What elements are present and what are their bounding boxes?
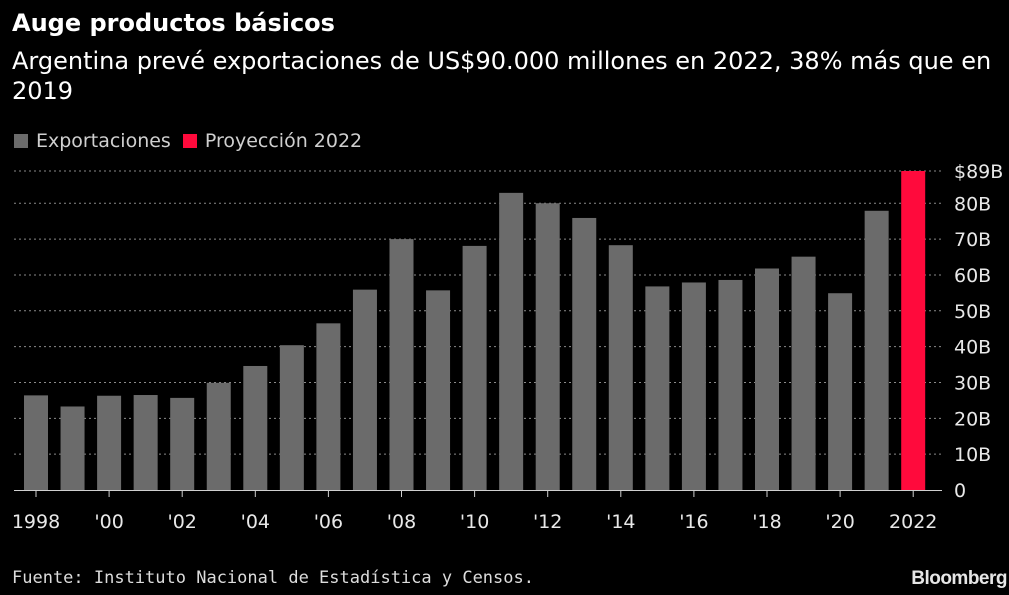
x-tick-label: '10 xyxy=(460,511,489,533)
y-tick-label: 30B xyxy=(954,372,991,394)
x-tick-label: '08 xyxy=(387,511,416,533)
y-tick-label: 70B xyxy=(954,229,991,251)
x-tick-label: '06 xyxy=(314,511,343,533)
x-tick-label: '04 xyxy=(241,511,270,533)
y-tick-label: 40B xyxy=(954,337,991,359)
bar-exportaciones xyxy=(864,210,889,490)
bar-exportaciones xyxy=(828,293,853,490)
bar-exportaciones xyxy=(352,289,377,490)
y-tick-label: 80B xyxy=(954,193,991,215)
bar-exportaciones xyxy=(97,395,122,490)
bar-exportaciones xyxy=(60,406,85,490)
bar-exportaciones xyxy=(426,290,451,490)
x-tick-label: '12 xyxy=(533,511,562,533)
x-tick-label: 1998 xyxy=(12,511,60,533)
bar-exportaciones xyxy=(170,397,195,490)
bar-exportaciones xyxy=(681,282,706,490)
legend-item-exportaciones: Exportaciones xyxy=(14,129,171,153)
bar-exportaciones xyxy=(24,395,48,490)
y-tick-label: 20B xyxy=(954,408,991,430)
bar-exportaciones xyxy=(279,345,304,490)
y-tick-label: 50B xyxy=(954,301,991,323)
y-tick-label: 0 xyxy=(954,480,966,502)
chart-title: Auge productos básicos xyxy=(12,9,335,37)
bar-exportaciones xyxy=(389,239,414,490)
legend-item-proyeccion: Proyección 2022 xyxy=(182,129,363,153)
bar-exportaciones xyxy=(462,245,487,490)
source-note: Fuente: Instituto Nacional de Estadístic… xyxy=(12,568,534,588)
bloomberg-logo: Bloomberg xyxy=(911,568,1007,589)
x-tick-label: '18 xyxy=(752,511,781,533)
bar-exportaciones xyxy=(206,382,231,490)
bar-exportaciones xyxy=(133,395,158,490)
x-tick-label: '02 xyxy=(167,511,196,533)
y-tick-label: 10B xyxy=(954,444,991,466)
x-tick-label: 2022 xyxy=(889,511,937,533)
legend-swatch-proyeccion xyxy=(182,134,197,148)
x-tick-label: '20 xyxy=(825,511,854,533)
bar-exportaciones xyxy=(535,203,560,490)
x-tick-label: '16 xyxy=(679,511,708,533)
bar-exportaciones xyxy=(499,192,524,490)
x-tick-label: '14 xyxy=(606,511,635,533)
bar-exportaciones xyxy=(755,268,779,490)
bar-exportaciones xyxy=(791,256,816,490)
bar-proyeccion xyxy=(901,171,926,490)
legend-swatch-exportaciones xyxy=(14,134,28,148)
legend-label-proyeccion: Proyección 2022 xyxy=(204,130,363,152)
y-tick-label: $89B xyxy=(954,161,1003,183)
legend: Exportaciones Proyección 2022 xyxy=(14,129,374,153)
bar-exportaciones xyxy=(243,365,268,490)
bar-exportaciones xyxy=(572,217,597,491)
bar-exportaciones xyxy=(645,286,670,490)
bar-exportaciones xyxy=(608,245,633,490)
bar-exportaciones xyxy=(316,323,341,490)
y-tick-label: 60B xyxy=(954,265,991,287)
chart-subtitle: Argentina prevé exportaciones de US$90.0… xyxy=(12,47,992,105)
x-tick-label: '00 xyxy=(94,511,123,533)
legend-label-exportaciones: Exportaciones xyxy=(36,130,171,152)
bar-exportaciones xyxy=(718,279,743,490)
